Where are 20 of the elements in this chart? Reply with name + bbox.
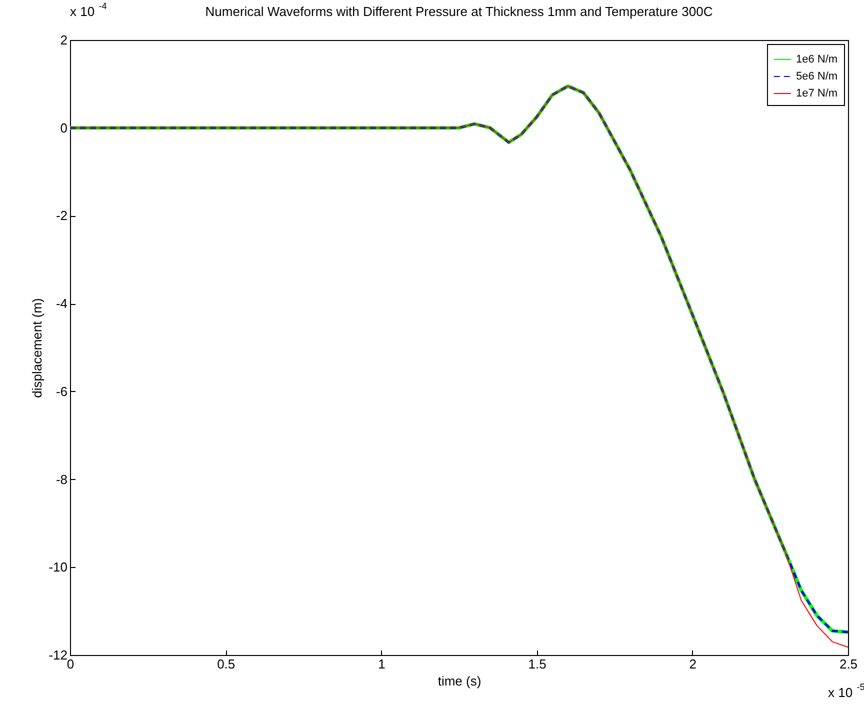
- y-tick-label: 0: [60, 120, 68, 136]
- legend-label: 1e6 N/m: [796, 54, 838, 66]
- x-axis-title: time (s): [438, 674, 482, 688]
- y-tick-label: -4: [56, 296, 68, 312]
- y-tick-label: -8: [56, 472, 68, 487]
- legend-label: 1e7 N/m: [796, 88, 838, 100]
- x-tick-label: 0.5: [217, 656, 236, 672]
- x-tick-label: 1: [378, 656, 386, 672]
- legend-label: 5e6 N/m: [796, 70, 838, 82]
- y-axis-title: displacement (m): [30, 298, 45, 398]
- y-tick-label: -6: [56, 384, 68, 399]
- chart-title: Numerical Waveforms with Different Pressure at Thickness 1mm and Temperature 300C: [205, 4, 713, 19]
- x-tick-label: 2.5: [839, 656, 858, 672]
- x-tick-label: 1.5: [528, 656, 546, 672]
- x-tick-label: 2: [689, 656, 697, 672]
- y-tick-label: -12: [48, 648, 68, 662]
- y-tick-label: -2: [56, 208, 68, 224]
- y-tick-label: -10: [48, 560, 68, 575]
- text: x 10-4: [70, 1, 107, 19]
- y-tick-label: 2: [60, 32, 68, 48]
